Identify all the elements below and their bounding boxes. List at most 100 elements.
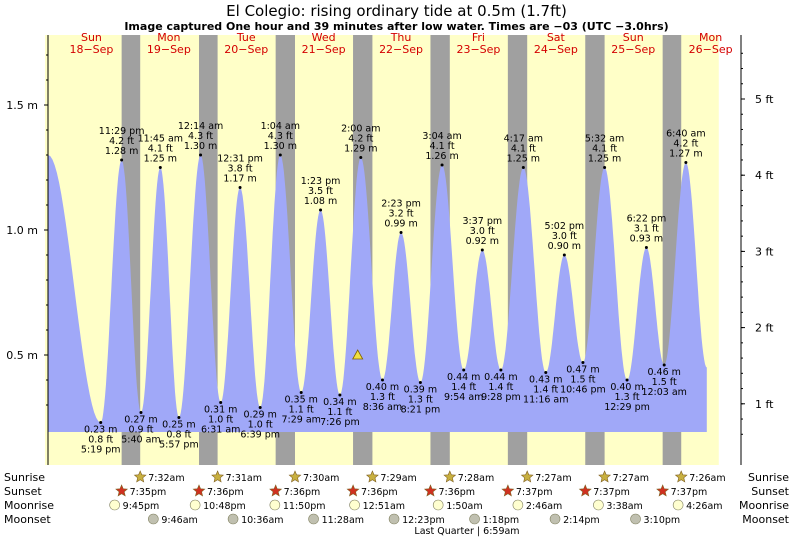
right-tick-label: 1 ft <box>755 398 774 411</box>
day-labels: Sun18−SepMon19−SepTue20−SepWed21−SepThu2… <box>69 31 732 56</box>
sunset-icon <box>346 484 360 497</box>
sunset-time: 7:37pm <box>593 487 630 498</box>
low-tide-label: 9:28 pm <box>481 392 521 403</box>
high-tide-label: 4:17 am <box>504 134 543 145</box>
high-tide-label: 1.25 m <box>507 154 540 165</box>
high-tide-point <box>684 161 688 164</box>
sunrise-icon <box>365 470 379 483</box>
low-tide-label: 1.0 ft <box>248 420 273 431</box>
day-date-label: 20−Sep <box>224 43 268 56</box>
moonset-time: 2:14pm <box>563 515 600 526</box>
sunrise-time: 7:30am <box>303 473 339 484</box>
high-tide-point <box>319 208 323 212</box>
moonset-icon <box>308 513 319 525</box>
sunset-icon <box>656 484 670 497</box>
sunset-icon <box>269 484 283 497</box>
high-tide-label: 1.30 m <box>264 141 297 152</box>
high-tide-point <box>120 158 124 162</box>
high-tide-label: 2:23 pm <box>381 199 421 210</box>
high-tide-label: 1.08 m <box>304 196 337 207</box>
moonset-time: 1:18pm <box>483 515 520 526</box>
left-tick-label: 1.0 m <box>6 224 38 237</box>
low-tide-label: 0.9 ft <box>128 425 153 436</box>
high-tide-point <box>238 186 242 189</box>
day-date-label: 22−Sep <box>379 43 423 56</box>
low-tide-point <box>418 381 422 384</box>
day-name-label: Fri <box>472 31 485 44</box>
low-tide-label: 0.46 m <box>647 367 680 378</box>
day-name-label: Mon <box>157 31 180 44</box>
low-tide-label: 0.44 m <box>447 372 480 383</box>
high-tide-label: 3.8 ft <box>228 164 253 175</box>
sunrise-icon <box>674 470 688 483</box>
high-tide-label: 0.90 m <box>548 241 581 252</box>
moonset-time: 3:10pm <box>644 515 681 526</box>
high-tide-label: 5:32 am <box>585 134 624 145</box>
low-tide-label: 8:21 pm <box>401 405 441 416</box>
low-tide-label: 1.4 ft <box>451 382 476 393</box>
low-tide-point <box>338 393 342 397</box>
moonrise-icon <box>109 499 120 511</box>
moonrise-label-right: Moonrise <box>739 499 789 512</box>
high-tide-label: 4.2 ft <box>673 139 698 150</box>
low-tide-label: 0.8 ft <box>88 435 113 446</box>
sunrise-time: 7:27am <box>535 473 571 484</box>
sunrise-time: 7:31am <box>226 473 262 484</box>
low-tide-label: 0.47 m <box>566 365 599 376</box>
moonrise-icon <box>269 499 281 511</box>
day-name-label: Thu <box>390 31 412 44</box>
low-tide-label: 8:36 am <box>363 402 402 413</box>
left-tick-label: 0.5 m <box>6 349 38 362</box>
high-tide-label: 0.99 m <box>384 219 417 230</box>
sunset-icon <box>501 484 515 497</box>
moonset-icon <box>148 513 159 525</box>
current-level-marker <box>352 349 364 360</box>
sunset-time: 7:36pm <box>207 487 244 498</box>
high-tide-label: 1.30 m <box>184 141 217 152</box>
moonrise-icon <box>432 499 444 511</box>
low-tide-point <box>99 421 103 424</box>
high-tide-label: 3:04 am <box>422 131 461 142</box>
moonset-icon <box>630 513 641 525</box>
low-tide-label: 0.44 m <box>484 372 517 383</box>
high-tide-label: 3.1 ft <box>634 224 659 235</box>
day-date-label: 18−Sep <box>69 43 113 56</box>
high-tide-label: 4.1 ft <box>148 144 173 155</box>
low-tide-point <box>258 406 262 409</box>
moonset-time: 9:46am <box>161 515 197 526</box>
high-tide-label: 11:45 am <box>138 134 183 145</box>
high-tide-label: 3.0 ft <box>552 231 577 242</box>
sunset-time: 7:37pm <box>671 487 708 498</box>
low-tide-label: 1.5 ft <box>652 377 677 388</box>
low-tide-label: 12:03 am <box>641 387 686 398</box>
low-tide-label: 5:57 pm <box>159 440 199 451</box>
sun-moon-rows: Sunrise Sunrise 7:32am 7:31am 7:30am 7:29am 7:… <box>4 470 790 526</box>
low-tide-label: 12:29 pm <box>604 402 650 413</box>
high-tide-label: 5:02 pm <box>545 221 585 232</box>
sunrise-time: 7:28am <box>458 473 494 484</box>
moonrise-time: 4:26am <box>686 501 722 512</box>
day-date-label: 24−Sep <box>534 43 578 56</box>
day-date-label: 19−Sep <box>147 43 191 56</box>
sunrise-time: 7:27am <box>613 473 649 484</box>
moonrise-time: 3:38am <box>606 501 642 512</box>
moonrise-icon <box>672 499 684 511</box>
high-tide-label: 1.29 m <box>344 144 377 155</box>
moonrise-time: 10:48pm <box>203 501 246 512</box>
sunrise-icon <box>443 470 457 483</box>
high-tide-label: 4.2 ft <box>109 136 134 147</box>
low-tide-label: 1.3 ft <box>615 392 640 403</box>
day-date-label: 23−Sep <box>456 43 500 56</box>
left-tick-label: 1.5 m <box>6 99 38 112</box>
tide-curve <box>48 155 707 432</box>
moonrise-time: 9:45pm <box>123 501 160 512</box>
day-date-label: 21−Sep <box>302 43 346 56</box>
low-tide-label: 1.4 ft <box>533 385 558 396</box>
high-tide-label: 0.93 m <box>630 234 663 245</box>
high-tide-label: 1.26 m <box>425 151 458 162</box>
day-name-label: Sun <box>623 31 644 44</box>
right-tick-label: 3 ft <box>755 245 774 258</box>
high-tide-label: 1.25 m <box>588 154 621 165</box>
moonset-icon <box>469 513 480 525</box>
